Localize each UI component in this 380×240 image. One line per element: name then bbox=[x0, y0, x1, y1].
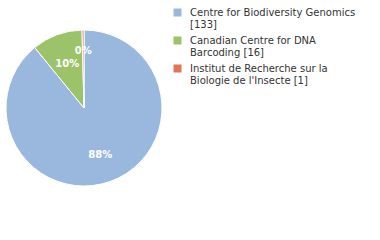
pie-slice bbox=[82, 30, 84, 108]
legend-label: Institut de Recherche sur laBiologie de … bbox=[190, 63, 328, 86]
chart-svg: 88% 10% 0% Centre for Biodiversity Genomics… bbox=[0, 0, 380, 240]
legend-swatch bbox=[173, 64, 182, 73]
pie-slice bbox=[35, 30, 84, 108]
data-labels: 88% 10% 0% bbox=[55, 45, 112, 160]
data-label: 10% bbox=[55, 58, 79, 69]
chart-container: 88% 10% 0% Centre for Biodiversity Genomics… bbox=[0, 0, 380, 240]
data-label: 88% bbox=[88, 149, 112, 160]
legend: Centre for Biodiversity Genomics[133] Can… bbox=[173, 7, 355, 86]
legend-label: Centre for Biodiversity Genomics[133] bbox=[190, 7, 355, 30]
slices bbox=[6, 30, 162, 186]
legend-swatch bbox=[173, 8, 182, 17]
data-label: 0% bbox=[75, 45, 92, 56]
pie-slice bbox=[6, 30, 162, 186]
legend-swatch bbox=[173, 36, 182, 45]
legend-label: Canadian Centre for DNABarcoding [16] bbox=[190, 35, 316, 58]
